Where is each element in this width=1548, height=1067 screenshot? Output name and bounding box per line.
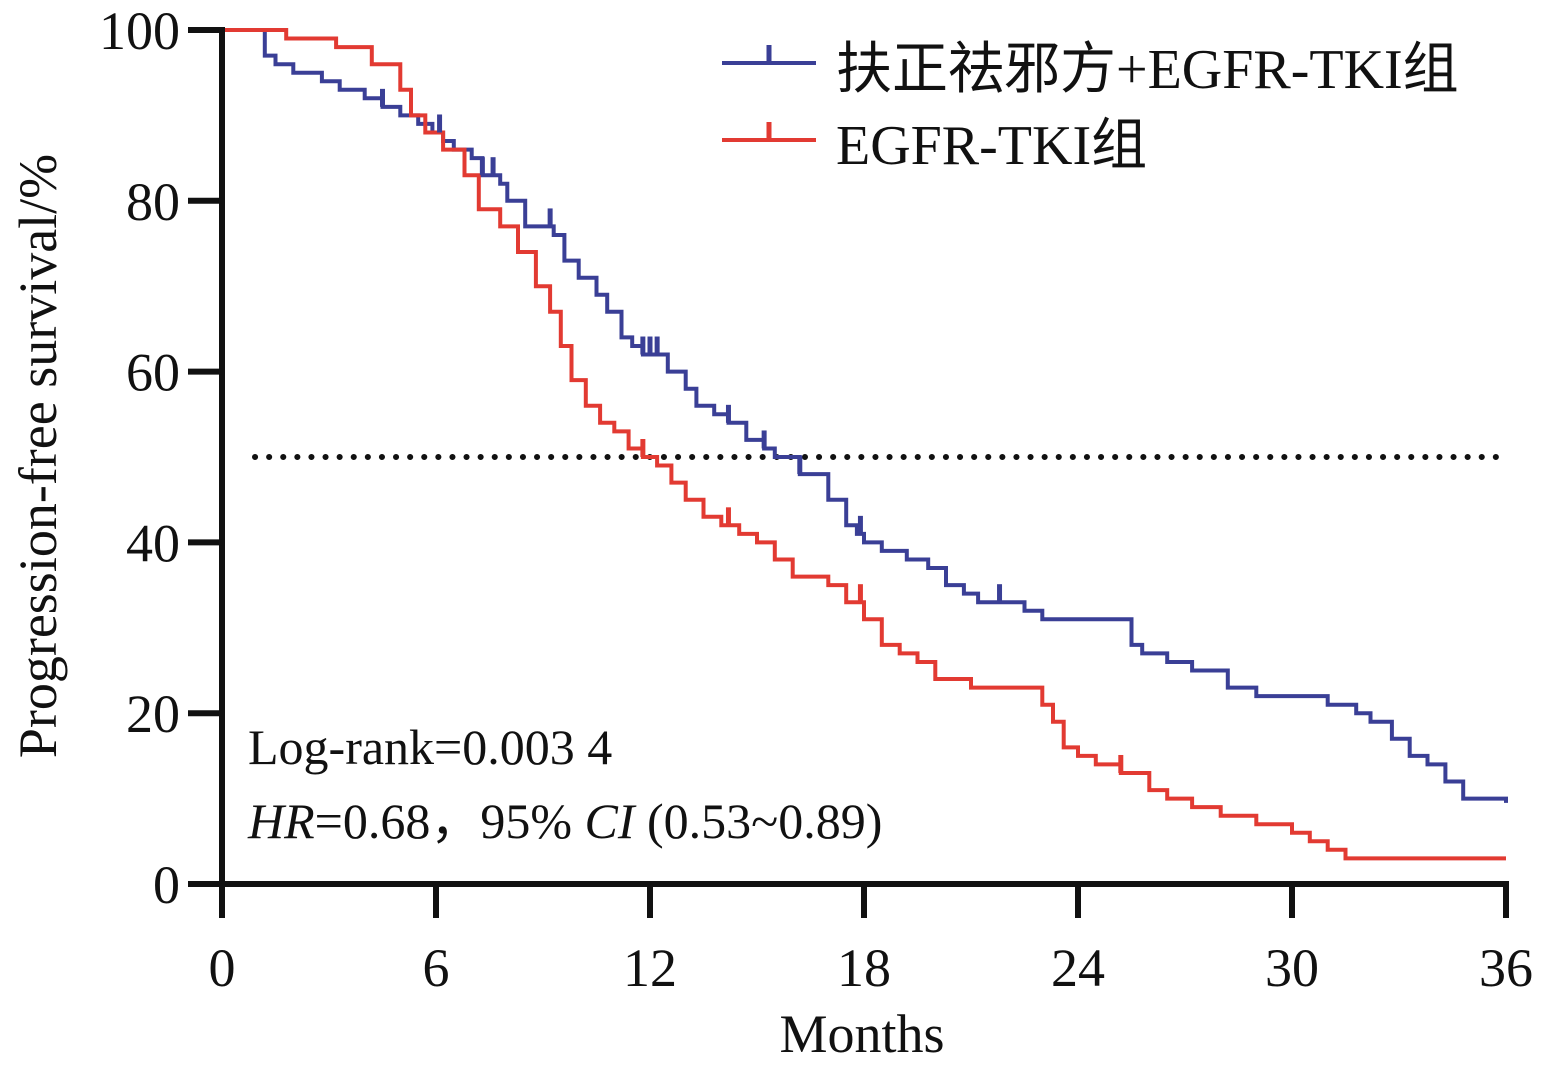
x-tick-label-24: 24 — [1051, 938, 1105, 998]
y-axis-title: Progression-free survival/% — [8, 154, 68, 758]
y-tick-label-60: 60 — [126, 343, 180, 403]
x-tick-label-0: 0 — [209, 938, 236, 998]
x-tick-label-12: 12 — [623, 938, 677, 998]
x-tick-label-18: 18 — [837, 938, 891, 998]
hr-value: =0.68，95% — [315, 793, 585, 849]
series-group — [222, 28, 1508, 861]
hr-label: HR — [247, 793, 315, 849]
y-tick-label-40: 40 — [126, 513, 180, 573]
x-tick-label-6: 6 — [423, 938, 450, 998]
y-tick-label-100: 100 — [99, 1, 180, 61]
y-tick-label-80: 80 — [126, 172, 180, 232]
series-line-2 — [222, 28, 1506, 861]
legend: 扶正祛邪方+EGFR-TKI组 EGFR-TKI组 — [722, 39, 1459, 177]
ci-value: (0.53~0.89) — [635, 793, 883, 849]
ci-label: CI — [585, 793, 637, 849]
hr-ci-annotation: HR=0.68，95% CI (0.53~0.89) — [247, 793, 882, 849]
y-tick-label-20: 20 — [126, 684, 180, 744]
x-tick-label-36: 36 — [1479, 938, 1533, 998]
x-tick-label-30: 30 — [1265, 938, 1319, 998]
ticks-group: 0 6 12 18 24 30 36 0 20 40 60 80 100 — [99, 1, 1533, 998]
legend-label-series-2: EGFR-TKI组 — [836, 115, 1147, 177]
logrank-annotation: Log-rank=0.003 4 — [248, 719, 612, 775]
legend-label-series-1: 扶正祛邪方+EGFR-TKI组 — [836, 39, 1459, 101]
y-tick-label-0: 0 — [153, 855, 180, 915]
x-axis-title: Months — [779, 1004, 944, 1064]
